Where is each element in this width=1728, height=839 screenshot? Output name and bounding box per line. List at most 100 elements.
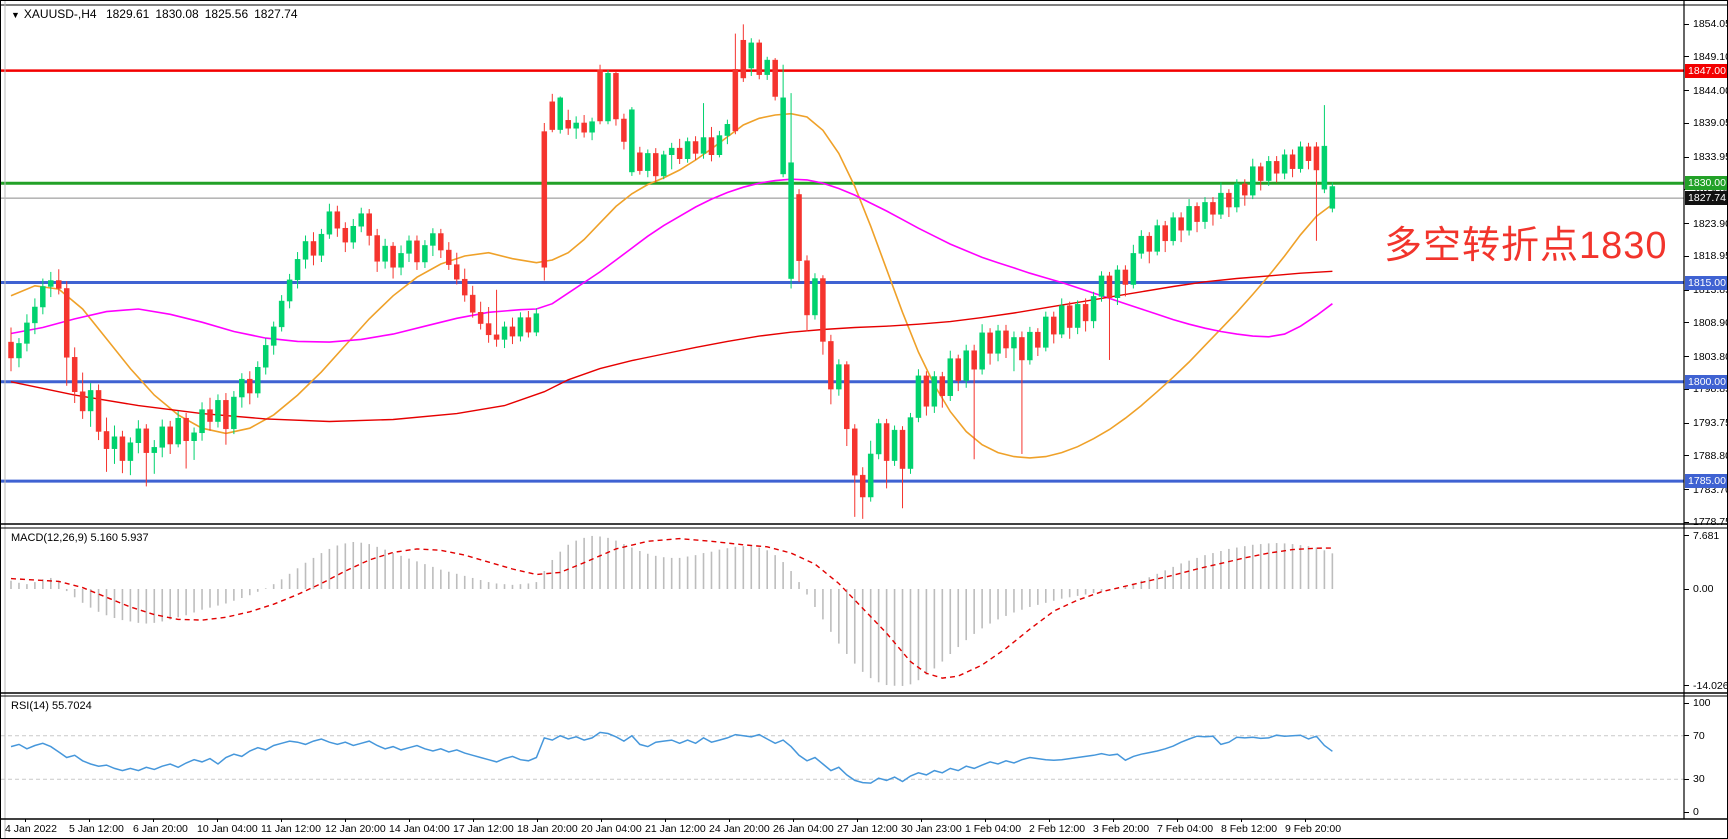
ma-mid-magenta bbox=[10, 178, 1333, 343]
candle-body bbox=[852, 428, 858, 476]
price-tick-label-dash bbox=[1684, 455, 1689, 457]
time-tick bbox=[537, 819, 538, 822]
candle-body bbox=[716, 135, 723, 155]
rsi-current-value: 55.7024 bbox=[51, 700, 92, 712]
candle-body bbox=[1003, 330, 1009, 349]
candle-body bbox=[358, 213, 364, 227]
time-axis[interactable]: 4 Jan 2022 5 Jan 12:00 6 Jan 20:00 10 Jan 0… bbox=[1, 819, 1727, 838]
candle-body bbox=[366, 213, 372, 236]
rsi-tick-label: 70 bbox=[1693, 729, 1705, 742]
candle-body bbox=[135, 428, 142, 443]
time-tick-label: 27 Jan 12:00 bbox=[837, 823, 898, 835]
time-tick-label: 26 Jan 04:00 bbox=[773, 823, 834, 835]
rsi-tick-label: 30 bbox=[1693, 773, 1705, 786]
candle-body bbox=[446, 249, 452, 265]
candle-body bbox=[1162, 225, 1168, 242]
time-tick bbox=[409, 819, 410, 822]
price-tick-label: 1808.90 bbox=[1693, 316, 1728, 329]
candle-body bbox=[79, 391, 86, 412]
candle-body bbox=[1321, 145, 1328, 190]
annotation-text[interactable]: 多空转折点1830 bbox=[1384, 225, 1668, 267]
candle-body bbox=[159, 426, 165, 448]
price-tick-label: 1839.05 bbox=[1693, 117, 1728, 130]
candle-body bbox=[430, 233, 436, 246]
time-tick-label: 20 Jan 04:00 bbox=[581, 823, 642, 835]
time-tick bbox=[281, 819, 282, 822]
candle-body bbox=[1329, 186, 1336, 209]
macd-tick-label: 7.681 bbox=[1693, 529, 1720, 542]
time-tick-label: 6 Jan 20:00 bbox=[133, 823, 188, 835]
candle-body bbox=[239, 378, 245, 398]
candle-body bbox=[549, 101, 556, 130]
time-tick-label: 10 Jan 04:00 bbox=[197, 823, 258, 835]
price-tick-label-dash bbox=[1684, 156, 1689, 158]
candle-body bbox=[533, 313, 540, 333]
candle-body bbox=[1202, 202, 1208, 222]
candle-body bbox=[1011, 337, 1017, 349]
candle-body bbox=[469, 294, 476, 313]
candle-body bbox=[820, 278, 826, 342]
time-tick bbox=[1049, 819, 1050, 822]
macd-indicator-label: MACD(12,26,9) 5.160 5.937 bbox=[11, 532, 149, 544]
time-tick-label: 4 Jan 2022 bbox=[5, 823, 57, 835]
time-tick bbox=[89, 819, 90, 822]
candle-body bbox=[836, 364, 842, 390]
time-tick bbox=[601, 819, 602, 822]
rsi-tick-label-dash bbox=[1684, 702, 1689, 704]
candle-body bbox=[589, 121, 595, 133]
candle-body bbox=[1186, 206, 1192, 231]
macd-tick-label-dash bbox=[1684, 685, 1689, 687]
candle-body bbox=[302, 241, 309, 260]
macd-tick-label-dash bbox=[1684, 535, 1689, 537]
time-tick bbox=[345, 819, 346, 822]
candle-body bbox=[334, 211, 341, 229]
candle-body bbox=[788, 162, 794, 279]
candle-body bbox=[151, 447, 158, 453]
candle-body bbox=[103, 431, 110, 449]
time-tick bbox=[1305, 819, 1306, 822]
candle-body bbox=[215, 400, 221, 422]
rsi-tick-label: 100 bbox=[1693, 697, 1711, 709]
price-tick-label: 1778.75 bbox=[1693, 516, 1728, 529]
candle-body bbox=[1106, 275, 1113, 298]
price-tick-label: 1849.10 bbox=[1693, 50, 1728, 63]
rsi-line bbox=[10, 731, 1333, 784]
candle-body bbox=[1265, 161, 1272, 181]
candle-body bbox=[525, 317, 532, 333]
price-axis[interactable]: 1854.051849.101844.001839.051833.951829.… bbox=[1684, 1, 1728, 819]
candle-body bbox=[1313, 146, 1320, 171]
price-tick-label-dash bbox=[1684, 356, 1689, 358]
candle-body bbox=[621, 118, 627, 142]
candle-body bbox=[557, 97, 563, 130]
candle-body bbox=[1210, 202, 1216, 215]
candle-body bbox=[812, 278, 818, 316]
candle-body bbox=[87, 390, 94, 412]
candle-body bbox=[278, 300, 285, 328]
candle-body bbox=[382, 245, 388, 262]
candle-body bbox=[255, 366, 261, 394]
time-tick-label: 5 Jan 12:00 bbox=[69, 823, 124, 835]
candle-body bbox=[764, 59, 770, 75]
candle-body bbox=[653, 153, 659, 177]
time-tick bbox=[921, 819, 922, 822]
time-tick-label: 17 Jan 12:00 bbox=[453, 823, 514, 835]
candle-body bbox=[1226, 192, 1232, 208]
candle-body bbox=[748, 42, 755, 69]
candle-body bbox=[573, 122, 579, 129]
candle-body bbox=[438, 233, 444, 251]
candle-body bbox=[931, 376, 938, 407]
price-level-box-1830-00: 1830.00 bbox=[1685, 176, 1727, 191]
candle-body bbox=[541, 131, 548, 268]
candle-body bbox=[207, 409, 213, 422]
candle-body bbox=[597, 69, 603, 122]
candle-body bbox=[95, 390, 102, 432]
price-tick-label-dash bbox=[1684, 122, 1689, 124]
candle-body bbox=[390, 245, 396, 268]
price-level-box-1815-00: 1815.00 bbox=[1685, 275, 1727, 290]
candle-body bbox=[231, 396, 237, 430]
candle-body bbox=[1146, 235, 1153, 252]
candle-body bbox=[1082, 304, 1089, 322]
candle-body bbox=[8, 341, 14, 359]
candle-body bbox=[732, 69, 739, 132]
